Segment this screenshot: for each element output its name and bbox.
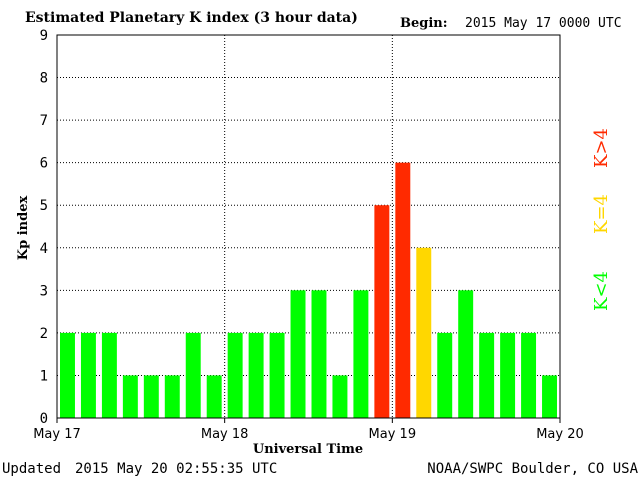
kp-bar xyxy=(374,205,390,418)
kp-bar xyxy=(269,332,285,418)
y-tick-label: 5 xyxy=(40,198,48,214)
y-tick-label: 8 xyxy=(40,71,48,87)
kp-bar xyxy=(500,332,516,418)
x-axis-ticks: May 17 May 18 May 19 May 20 xyxy=(33,418,584,442)
legend-high: K>4 xyxy=(591,128,612,168)
kp-bar xyxy=(290,290,306,418)
updated-label: Updated xyxy=(2,461,61,477)
y-tick-label: 0 xyxy=(40,411,48,427)
kp-bar xyxy=(311,290,327,418)
y-tick-label: 2 xyxy=(40,326,48,342)
plot-frame xyxy=(56,34,561,419)
kp-bar xyxy=(60,332,75,418)
kp-bar xyxy=(185,332,201,418)
kp-bar xyxy=(143,375,159,418)
bar-series xyxy=(60,162,557,418)
grid-lines xyxy=(57,35,560,418)
kp-bar xyxy=(353,290,369,418)
legend-equal: K=4 xyxy=(591,194,612,234)
source-credit: NOAA/SWPC Boulder, CO USA xyxy=(427,461,638,477)
x-tick-label: May 17 xyxy=(33,427,81,442)
kp-bar xyxy=(416,247,432,418)
kp-bar xyxy=(248,332,264,418)
x-tick-label: May 18 xyxy=(201,427,249,442)
x-tick-label: May 20 xyxy=(536,427,584,442)
kp-bar xyxy=(122,375,138,418)
kp-bar xyxy=(458,290,474,418)
chart-title: Estimated Planetary K index (3 hour data… xyxy=(25,10,358,26)
y-tick-label: 4 xyxy=(40,241,48,257)
kp-bar xyxy=(479,332,495,418)
y-axis-label: Kp index xyxy=(16,196,31,261)
kp-bar xyxy=(80,332,96,418)
kp-bar xyxy=(164,375,180,418)
kp-bar xyxy=(437,332,453,418)
kp-bar xyxy=(101,332,117,418)
y-tick-label: 3 xyxy=(40,283,48,299)
x-tick-label: May 19 xyxy=(369,427,417,442)
kp-bar xyxy=(332,375,348,418)
kp-bar xyxy=(542,375,557,418)
x-axis-label: Universal Time xyxy=(253,442,363,457)
begin-label: Begin: xyxy=(400,16,448,31)
y-axis-ticks: 0 1 2 3 4 5 6 7 8 9 xyxy=(40,28,48,427)
y-tick-label: 6 xyxy=(40,156,48,172)
y-tick-label: 9 xyxy=(40,28,48,44)
y-tick-label: 7 xyxy=(40,113,48,129)
begin-value: 2015 May 17 0000 UTC xyxy=(465,16,622,31)
kp-bar xyxy=(521,332,537,418)
kp-bar xyxy=(206,375,222,418)
kp-bar xyxy=(395,162,411,418)
legend-low: K<4 xyxy=(591,271,612,311)
kp-bar xyxy=(227,332,243,418)
plot-border xyxy=(56,34,561,419)
updated-value: 2015 May 20 02:55:35 UTC xyxy=(75,461,277,477)
y-tick-label: 1 xyxy=(40,368,48,384)
